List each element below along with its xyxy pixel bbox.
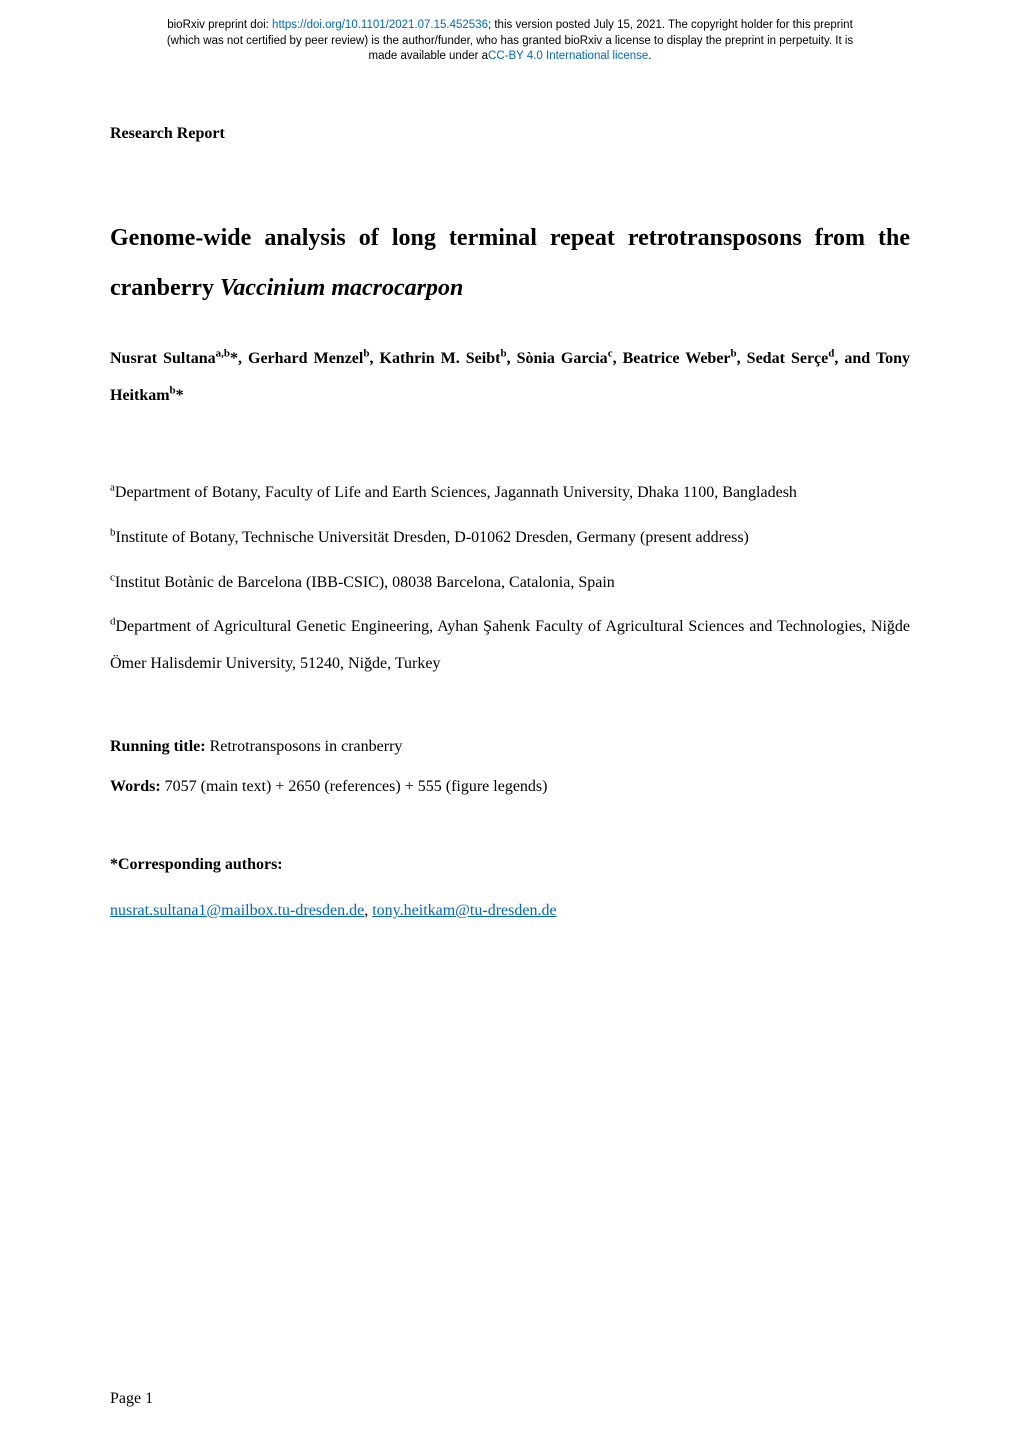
word-count: Words: 7057 (main text) + 2650 (referenc… <box>110 778 910 796</box>
words-value: 7057 (main text) + 2650 (references) + 5… <box>165 778 548 795</box>
preprint-line3-post: . <box>648 50 651 62</box>
affiliation-c: cInstitut Botànic de Barcelona (IBB-CSIC… <box>110 565 910 602</box>
words-label: Words: <box>110 778 165 795</box>
license-link[interactable]: CC-BY 4.0 International license <box>488 50 648 62</box>
title-italic-species: Vaccinium macrocarpon <box>220 275 463 301</box>
corresponding-emails: nusrat.sultana1@mailbox.tu-dresden.de, t… <box>110 902 910 920</box>
doi-link[interactable]: https://doi.org/10.1101/2021.07.15.45253… <box>272 19 488 31</box>
running-title: Running title: Retrotransposons in cranb… <box>110 738 910 756</box>
paper-title: Genome-wide analysis of long terminal re… <box>110 213 910 314</box>
affiliation-c-text: Institut Botànic de Barcelona (IBB-CSIC)… <box>115 574 615 591</box>
preprint-line2: (which was not certified by peer review)… <box>167 35 853 47</box>
affiliation-d: dDepartment of Agricultural Genetic Engi… <box>110 609 910 683</box>
affiliation-d-text: Department of Agricultural Genetic Engin… <box>110 618 910 672</box>
affiliation-b-text: Institute of Botany, Technische Universi… <box>116 529 749 546</box>
affiliations-block: aDepartment of Botany, Faculty of Life a… <box>110 475 910 683</box>
authors-list: Nusrat Sultanaa,b*, Gerhard Menzelb, Kat… <box>110 341 910 415</box>
page-number: Page 1 <box>110 1390 153 1408</box>
affiliation-a: aDepartment of Botany, Faculty of Life a… <box>110 475 910 512</box>
affiliation-a-text: Department of Botany, Faculty of Life an… <box>115 484 797 501</box>
email-link-1[interactable]: nusrat.sultana1@mailbox.tu-dresden.de <box>110 902 364 919</box>
running-title-value: Retrotransposons in cranberry <box>210 738 403 755</box>
preprint-line1-pre: bioRxiv preprint doi: <box>167 19 272 31</box>
preprint-line1-post: ; this version posted July 15, 2021. The… <box>488 19 853 31</box>
email-link-2[interactable]: tony.heitkam@tu-dresden.de <box>372 902 556 919</box>
running-title-label: Running title: <box>110 738 210 755</box>
corresponding-authors-label: *Corresponding authors: <box>110 856 910 874</box>
preprint-line3-pre: made available under a <box>368 50 488 62</box>
report-label: Research Report <box>110 125 910 143</box>
page-content: Research Report Genome-wide analysis of … <box>0 65 1020 920</box>
affiliation-b: bInstitute of Botany, Technische Univers… <box>110 520 910 557</box>
preprint-header: bioRxiv preprint doi: https://doi.org/10… <box>0 0 1020 65</box>
